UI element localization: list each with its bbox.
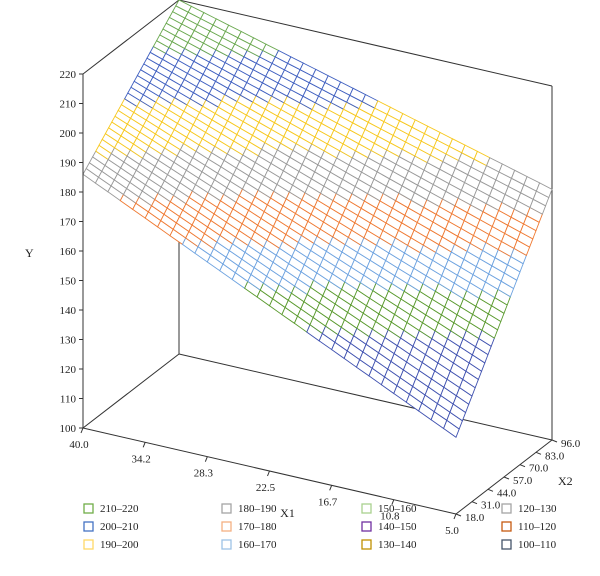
x1-tick-mark (391, 499, 395, 505)
legend-item: 160–170 (221, 539, 277, 551)
x2-tick-label: 96.0 (561, 438, 581, 450)
legend-label: 180–190 (238, 503, 277, 515)
legend-swatch (221, 503, 232, 514)
legend-swatch (501, 521, 512, 532)
legend-swatch (221, 539, 232, 550)
x2-tick-mark (455, 513, 462, 517)
response-surface (82, 0, 553, 439)
x2-axis-title: X2 (558, 474, 573, 488)
legend-label: 140–150 (378, 521, 417, 533)
x1-tick-label: 40.0 (69, 439, 89, 451)
x1-axis-title: X1 (280, 506, 295, 520)
legend-item: 100–110 (501, 539, 557, 551)
legend-item: 120–130 (501, 503, 557, 515)
legend-item: 170–180 (221, 521, 277, 533)
x1-tick-label: 34.2 (132, 453, 151, 465)
y-tick-label: 190 (60, 158, 77, 170)
legend-item: 180–190 (221, 503, 277, 515)
y-tick-label: 220 (60, 69, 77, 81)
y-tick-label: 200 (60, 128, 77, 140)
y-tick-label: 150 (60, 276, 77, 288)
legend-swatch (83, 503, 94, 514)
x2-tick-mark (487, 488, 494, 492)
frame-edge-0 (82, 353, 180, 429)
legend-item: 150–160 (361, 503, 417, 515)
x1-tick-mark (204, 456, 208, 462)
x2-tick-label: 83.0 (545, 450, 565, 462)
legend-label: 190–200 (100, 539, 139, 551)
legend-swatch (83, 539, 94, 550)
x1-tick-mark (80, 427, 84, 434)
legend-label: 130–140 (378, 539, 417, 551)
x2-tick-mark (535, 451, 542, 455)
legend-item: 190–200 (83, 539, 139, 551)
y-tick-label: 210 (60, 99, 77, 111)
legend-item: 200–210 (83, 521, 139, 533)
x1-tick-label: 10.8 (380, 511, 400, 523)
y-tick-label: 130 (60, 335, 77, 347)
frame-edge-4 (178, 0, 553, 87)
legend-swatch (361, 539, 372, 550)
surface-cell (535, 182, 553, 199)
x1-tick-mark (329, 485, 333, 491)
legend-item: 210–220 (83, 503, 139, 515)
y-tick-label: 160 (60, 246, 77, 258)
x2-tick-label: 18.0 (465, 512, 485, 524)
x2-tick-label: 44.0 (497, 487, 517, 499)
x2-tick-mark (519, 464, 526, 468)
x1-tick-mark (453, 513, 457, 520)
legend-label: 210–220 (100, 503, 139, 515)
y-tick-label: 110 (60, 394, 77, 406)
legend-label: 200–210 (100, 521, 139, 533)
y-tick-label: 140 (60, 305, 77, 317)
legend-swatch (361, 503, 372, 514)
legend-label: 110–120 (518, 521, 557, 533)
x1-tick-label: 22.5 (256, 482, 276, 494)
y-tick-label: 170 (60, 217, 77, 229)
y-axis-title: Y (25, 246, 34, 260)
legend-swatch (83, 521, 94, 532)
legend-label: 160–170 (238, 539, 277, 551)
legend-label: 100–110 (518, 539, 557, 551)
x2-tick-label: 57.0 (513, 475, 533, 487)
x1-tick-mark (267, 470, 270, 477)
y-tick-label: 100 (60, 423, 77, 435)
y-tick-label: 120 (60, 364, 77, 376)
legend-swatch (221, 521, 232, 532)
legend-label: 150–160 (378, 503, 417, 515)
legend-item: 110–120 (501, 521, 557, 533)
x2-tick-mark (471, 501, 478, 505)
y-tick-label: 180 (60, 187, 77, 199)
legend-swatch (501, 503, 512, 514)
x2-tick-mark (551, 439, 558, 443)
x1-tick-label: 16.7 (318, 496, 338, 508)
frame-edge-1 (178, 353, 553, 441)
x1-tick-mark (142, 442, 146, 448)
legend-label: 170–180 (238, 521, 277, 533)
x2-tick-mark (503, 476, 510, 480)
chart-axes: 100 110 120 130 140 150 160 170 180 190 200 210 220 4… (25, 69, 581, 537)
legend-item: 130–140 (361, 539, 417, 551)
x2-tick-label: 31.0 (481, 500, 501, 512)
legend-label: 120–130 (518, 503, 557, 515)
chart-legend: 210–220 180–190 150–160 120–130 200–210 170–1… (83, 503, 557, 551)
frame-edge-3 (82, 0, 180, 75)
x1-tick-label: 5.0 (445, 525, 459, 537)
legend-swatch (361, 521, 372, 532)
x1-tick-label: 28.3 (194, 468, 214, 480)
legend-item: 140–150 (361, 521, 417, 533)
x2-tick-label: 70.0 (529, 463, 549, 475)
legend-swatch (501, 539, 512, 550)
